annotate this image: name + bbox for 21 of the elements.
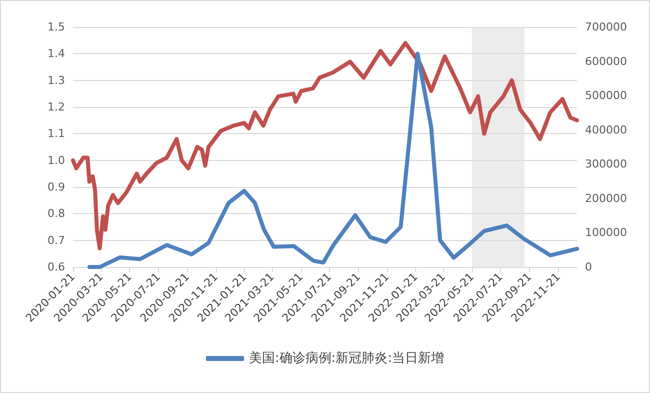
y-tick-label: 1.5 <box>48 20 65 34</box>
y2-tick-label: 400000 <box>585 123 627 136</box>
legend-label: 美国:确诊病例:新冠肺炎:当日新增 <box>248 350 444 366</box>
y2-tick-label: 700000 <box>585 20 627 34</box>
y-tick-label: 1.3 <box>48 74 65 87</box>
y-tick-label: 0.6 <box>48 260 65 274</box>
y-tick-label: 1.0 <box>48 154 65 167</box>
y2-tick-label: 300000 <box>585 158 627 171</box>
y2-tick-label: 500000 <box>585 89 627 102</box>
line-series <box>87 52 579 269</box>
y-tick-label: 1.1 <box>48 127 65 140</box>
y-tick-label: 1.4 <box>48 47 65 60</box>
y-tick-label: 0.7 <box>48 234 65 247</box>
y2-tick-label: 600000 <box>585 54 627 68</box>
line-series <box>71 41 579 250</box>
y-tick-label: 0.9 <box>48 180 65 194</box>
y2-tick-label: 0 <box>585 260 592 274</box>
y2-tick-label: 200000 <box>585 192 627 205</box>
y-tick-label: 1.2 <box>48 100 65 114</box>
y-tick-label: 0.8 <box>48 207 65 220</box>
y2-tick-label: 100000 <box>585 226 627 240</box>
